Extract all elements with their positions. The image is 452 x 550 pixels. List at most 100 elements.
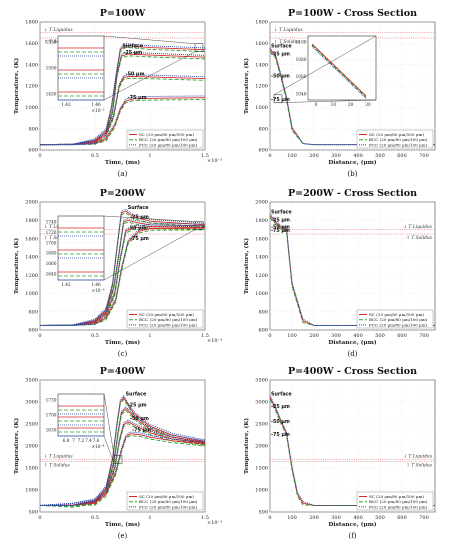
series-line-bcc [269, 51, 435, 146]
inset-y-tick: 1080 [296, 58, 307, 63]
legend-entry: BCC (20 μm/80 μm/100 μm) [369, 499, 428, 504]
y-tick-label: 1000 [255, 291, 268, 297]
depth-annotation: -75 μm [271, 97, 290, 103]
panel-sublabel: (c) [118, 350, 128, 358]
y-tick-label: 2000 [255, 444, 268, 450]
curve-annotation: Surface [128, 205, 149, 211]
x-tick-label: 700 [419, 333, 429, 339]
x-multiplier: ×10⁻³ [207, 338, 222, 344]
legend-entry: SC (20 μm/80 μm/100 μm) [139, 132, 194, 137]
inset-y-tick: 1060 [296, 75, 307, 80]
y-tick-label: 3500 [25, 378, 38, 384]
x-tick-label: 0 [38, 333, 41, 339]
panel-sublabel: (a) [118, 170, 128, 178]
series-line-sc [39, 421, 206, 506]
y-tick-label: 1500 [255, 466, 268, 472]
x-tick-label: 1.5 [201, 333, 209, 339]
inset-multiplier: ×10⁻³ [91, 288, 104, 294]
y-tick-label: 600 [28, 148, 38, 154]
x-tick-label: 300 [331, 515, 341, 521]
inset-y-tick: 1500 [46, 67, 57, 72]
x-tick-label: 300 [331, 153, 341, 159]
y-axis-label: Temperature, (K) [13, 58, 20, 114]
x-tick-label: 400 [353, 153, 363, 159]
zoom-inset: 1100 1080 1060 1040 0 10 20 30 [273, 35, 377, 108]
curve-annotation: -25 μm [123, 50, 142, 56]
x-tick-label: 0 [268, 153, 271, 159]
y-tick-label: 1500 [25, 466, 38, 472]
x-tick-label: 1.5 [201, 153, 209, 159]
x-axis-label: Distance, (μm) [328, 521, 377, 528]
legend-box [126, 309, 204, 329]
zoom-connector [103, 215, 196, 222]
y-tick-label: 2000 [25, 444, 38, 450]
inset-multiplier: ×10⁻⁴ [91, 444, 104, 450]
x-tick-label: 500 [375, 515, 385, 521]
y-tick-label: 800 [28, 126, 38, 132]
inset-y-tick: 1450 [46, 93, 57, 98]
y-tick-label: 800 [258, 126, 268, 132]
depth-annotation: -50 μm [271, 419, 290, 425]
chart-panel-e: P=400W 500 1000 1500 2000 2500 3000 3500 0 0.5 1 1.… [13, 366, 222, 540]
x-tick-label: 0 [38, 515, 41, 521]
liquidus-label: ↓ T Liquidus [274, 27, 303, 33]
x-tick-label: 400 [353, 333, 363, 339]
inset-x-tick: 1.42 [61, 103, 71, 108]
zoom-target-box [194, 221, 204, 230]
chart-title: P=100W - Cross Section [288, 8, 417, 19]
y-tick-label: 1000 [25, 488, 38, 494]
y-axis-label: Temperature, (K) [243, 238, 250, 294]
inset-y-tick: 1660 [46, 262, 57, 267]
y-tick-label: 1800 [255, 20, 268, 26]
inset-frame [57, 215, 105, 281]
series-line-fcc [269, 213, 435, 326]
curve-annotation: -50 μm [126, 71, 145, 77]
legend-entry: SC (20 μm/80 μm/100 μm) [369, 494, 424, 499]
y-tick-label: 2500 [255, 422, 268, 428]
x-axis-label: Time, (ms) [105, 521, 141, 528]
legend: SC (20 μm/80 μm/100 μm)BCC (20 μm/80 μm/… [126, 491, 204, 511]
legend: SC (20 μm/80 μm/100 μm)BCC (20 μm/80 μm/… [356, 309, 434, 329]
y-tick-label: 1200 [25, 84, 38, 90]
x-tick-label: 0.5 [91, 333, 99, 339]
legend: SC (20 μm/80 μm/100 μm)BCC (20 μm/80 μm/… [356, 491, 434, 511]
series-line-fcc [269, 395, 435, 506]
inset-y-tick: 1630 [46, 429, 57, 434]
zoom-inset: 1730 1700 1630 6.8 7 7.2 7.4 7.6×10⁻⁴ [46, 393, 123, 464]
series-line-bcc [39, 212, 206, 326]
series-line-fcc [39, 51, 206, 146]
depth-annotation: -25 μm [271, 52, 290, 58]
zoom-target-box [194, 43, 204, 52]
legend-entry: SC (20 μm/80 μm/100 μm) [139, 312, 194, 317]
y-tick-label: 1000 [255, 488, 268, 494]
y-tick-label: 1200 [255, 273, 268, 279]
y-tick-label: 1400 [25, 255, 38, 261]
liquidus-label: ↓ T Liquidus [44, 454, 73, 460]
inset-x-tick: 7 [72, 439, 75, 444]
x-tick-label: 1 [148, 153, 151, 159]
inset-y-tick: 1700 [46, 241, 57, 246]
chart-panel-f: P=400W - Cross Section500100015002000250… [243, 366, 436, 540]
solidus-label: ↑ T Solidus [274, 39, 300, 45]
legend: SC (20 μm/80 μm/100 μm)BCC (20 μm/80 μm/… [126, 129, 204, 149]
y-tick-label: 1600 [25, 236, 38, 242]
liquidus-label: ↓ T Liquidus [403, 454, 432, 460]
legend-entry: BCC (20 μm/80 μm/100 μm) [139, 317, 198, 322]
x-tick-label: 400 [353, 515, 363, 521]
series-line-fcc [39, 43, 206, 146]
y-tick-label: 1600 [25, 41, 38, 47]
zoom-inset: 1550 1500 1450 1.42 1.46×10⁻³ [46, 35, 204, 114]
zoom-connector [103, 229, 196, 281]
solidus-label: ↑ T Solidus [44, 462, 70, 468]
curve-annotation: -75 μm [132, 428, 151, 434]
inset-x-tick: 1.46 [91, 103, 101, 108]
legend-entry: FCC (20 μm/80 μm/100 μm) [139, 142, 198, 147]
legend-box [356, 491, 434, 511]
inset-x-tick: 30 [365, 103, 371, 108]
inset-y-tick: 1100 [296, 41, 307, 46]
zoom-inset: 1740 1720 1700 1680 1660 1640 1.42 1.46×10⁻³ [46, 215, 204, 294]
inset-x-tick: 7.6 [93, 439, 100, 444]
legend-entry: BCC (20 μm/80 μm/100 μm) [139, 499, 198, 504]
x-tick-label: 200 [309, 333, 319, 339]
